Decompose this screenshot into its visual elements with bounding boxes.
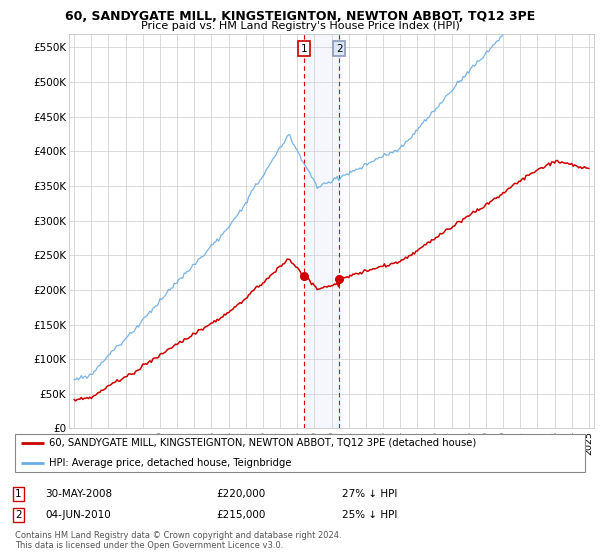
- Bar: [304, 34, 340, 428]
- Text: £215,000: £215,000: [216, 510, 265, 520]
- Text: 27% ↓ HPI: 27% ↓ HPI: [342, 489, 397, 499]
- Text: HPI: Average price, detached house, Teignbridge: HPI: Average price, detached house, Teig…: [49, 458, 292, 468]
- Text: 25% ↓ HPI: 25% ↓ HPI: [342, 510, 397, 520]
- Text: 1: 1: [15, 489, 22, 499]
- Text: 60, SANDYGATE MILL, KINGSTEIGNTON, NEWTON ABBOT, TQ12 3PE: 60, SANDYGATE MILL, KINGSTEIGNTON, NEWTO…: [65, 10, 535, 23]
- Text: 1: 1: [301, 44, 308, 54]
- FancyBboxPatch shape: [15, 435, 585, 472]
- Text: £220,000: £220,000: [216, 489, 265, 499]
- Text: 2: 2: [15, 510, 22, 520]
- Text: Price paid vs. HM Land Registry's House Price Index (HPI): Price paid vs. HM Land Registry's House …: [140, 21, 460, 31]
- Text: 60, SANDYGATE MILL, KINGSTEIGNTON, NEWTON ABBOT, TQ12 3PE (detached house): 60, SANDYGATE MILL, KINGSTEIGNTON, NEWTO…: [49, 438, 476, 448]
- Text: 04-JUN-2010: 04-JUN-2010: [45, 510, 111, 520]
- Text: Contains HM Land Registry data © Crown copyright and database right 2024.
This d: Contains HM Land Registry data © Crown c…: [15, 530, 341, 550]
- Text: 2: 2: [336, 44, 343, 54]
- Text: 30-MAY-2008: 30-MAY-2008: [45, 489, 112, 499]
